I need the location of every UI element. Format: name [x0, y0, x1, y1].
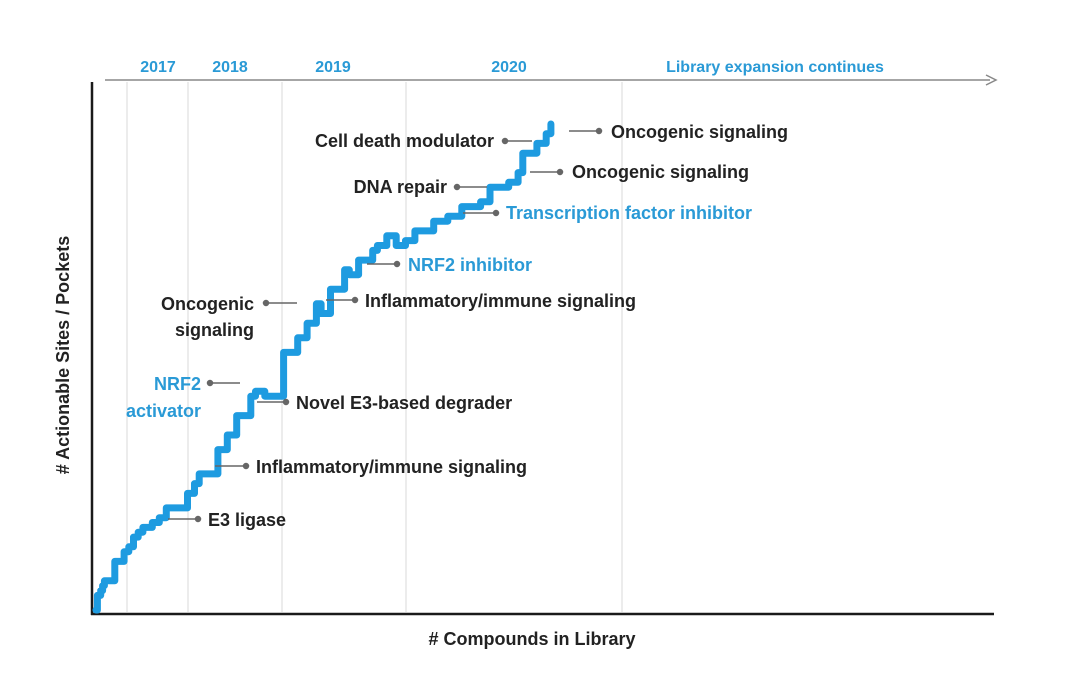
timeline-arrow	[105, 74, 998, 86]
annotation-e3-ligase: E3 ligase	[208, 510, 286, 530]
annotation-dna-repair: DNA repair	[354, 177, 447, 197]
annotation-tf-inhibitor: Transcription factor inhibitor	[506, 203, 752, 223]
annotation-nrf2-activator-1: NRF2	[154, 374, 201, 394]
year-label-2017: 2017	[140, 59, 176, 76]
annotation-inflammatory-2: Inflammatory/immune signaling	[256, 457, 527, 477]
annotation-nrf2-inhibitor: NRF2 inhibitor	[408, 255, 532, 275]
y-axis-label: # Actionable Sites / Pockets	[53, 236, 73, 474]
annotation-oncogenic-left-1: Oncogenic	[161, 294, 254, 314]
x-axis-label: # Compounds in Library	[428, 629, 635, 649]
year-gridlines	[126, 82, 623, 612]
annotation-oncogenic-2: Oncogenic signaling	[572, 162, 749, 182]
annotations: Oncogenic signaling Cell death modulator…	[126, 122, 788, 530]
annotation-cell-death: Cell death modulator	[315, 131, 494, 151]
annotation-inflammatory-1: Inflammatory/immune signaling	[365, 291, 636, 311]
year-label-2020: 2020	[491, 59, 527, 76]
year-label-continues: Library expansion continues	[666, 59, 884, 76]
series-line	[92, 120, 555, 614]
leader-lines	[168, 127, 603, 523]
axes	[90, 82, 994, 616]
annotation-novel-e3: Novel E3-based degrader	[296, 393, 512, 413]
year-labels: 2017 2018 2019 2020 Library expansion co…	[140, 59, 884, 76]
year-label-2018: 2018	[212, 59, 248, 76]
annotation-oncogenic-left-2: signaling	[175, 320, 254, 340]
annotation-nrf2-activator-2: activator	[126, 401, 201, 421]
year-label-2019: 2019	[315, 59, 351, 76]
annotation-oncogenic-top: Oncogenic signaling	[611, 122, 788, 142]
